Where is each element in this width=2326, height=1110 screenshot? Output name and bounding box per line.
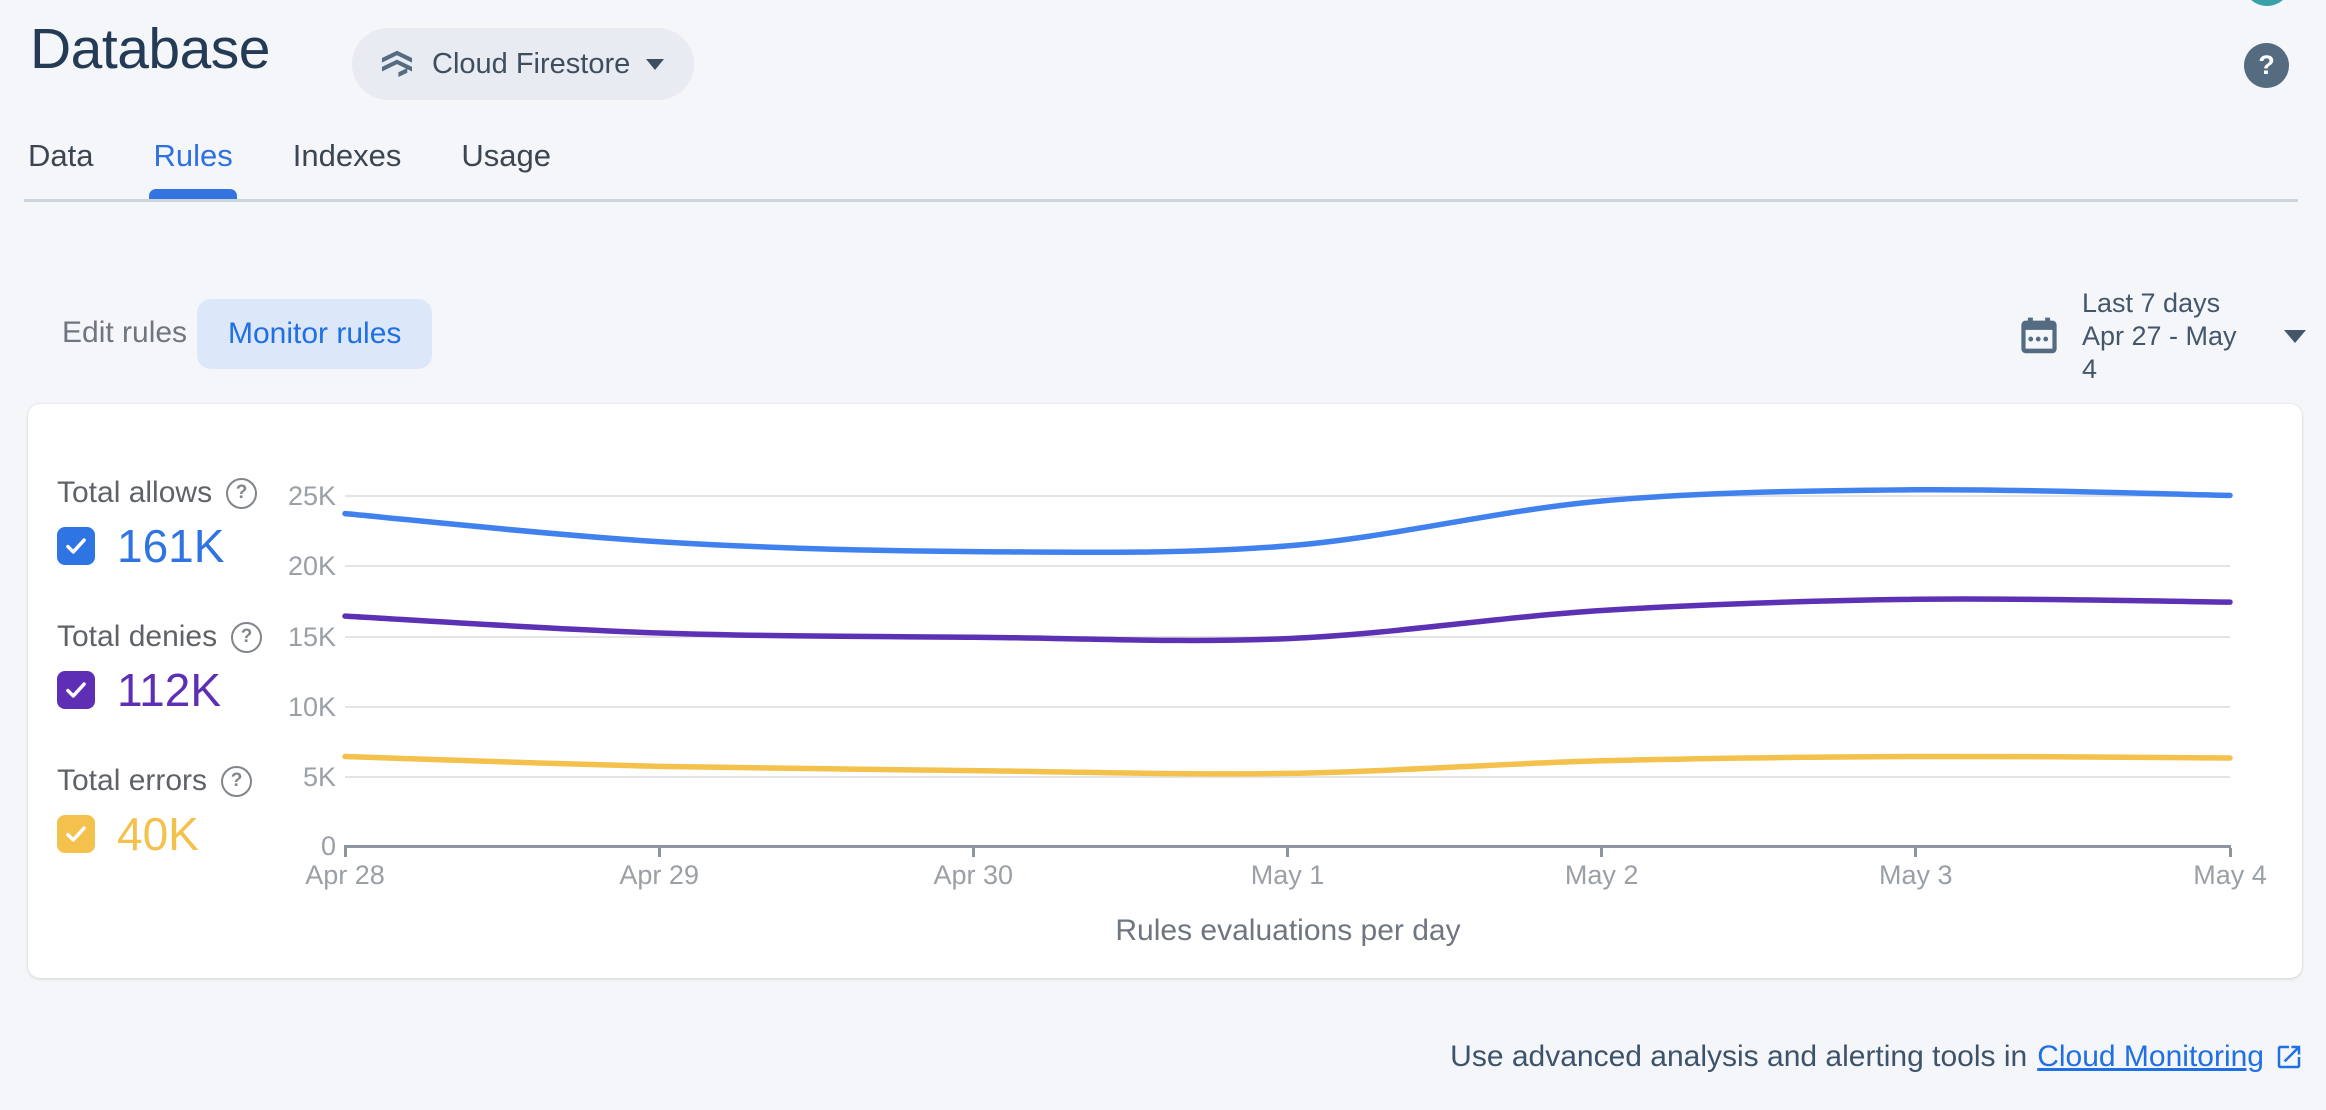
date-range-preset: Last 7 days <box>2082 287 2221 318</box>
footer-text: Use advanced analysis and alerting tools… <box>1450 1040 2028 1073</box>
help-icon[interactable]: ? <box>226 477 258 509</box>
errors-value: 40K <box>117 808 199 860</box>
rules-evaluations-line-chart <box>342 486 2233 777</box>
chevron-down-icon <box>2284 329 2306 343</box>
y-axis-label: 20K <box>287 551 336 581</box>
x-axis-label: Apr 30 <box>933 860 1014 890</box>
x-axis-label: May 4 <box>2193 860 2267 890</box>
allows-checkbox[interactable] <box>57 527 95 565</box>
x-axis-tick <box>343 848 347 857</box>
x-axis-label: May 1 <box>1250 860 1325 890</box>
x-axis-label: Apr 28 <box>305 860 385 890</box>
gridline-20k <box>345 565 2230 567</box>
y-axis-label: 15K <box>287 622 336 652</box>
tab-data[interactable]: Data <box>28 138 94 173</box>
gridline-25k <box>345 495 2230 497</box>
open-in-new-icon[interactable] <box>2274 1042 2304 1072</box>
date-range-text: Last 7 days Apr 27 - May 4 <box>2082 287 2258 386</box>
calendar-icon <box>2016 313 2062 359</box>
denies-value: 112K <box>117 664 222 716</box>
y-axis-label: 0 <box>320 831 336 861</box>
rules-monitor-card: Total allows ? 161K Total denies ? 112K <box>28 404 2302 978</box>
x-axis-label: May 3 <box>1879 860 1953 890</box>
firestore-icon <box>378 45 416 83</box>
checkmark-icon <box>63 533 89 559</box>
cloud-monitoring-link[interactable]: Cloud Monitoring <box>2037 1040 2264 1073</box>
date-range-dates: Apr 27 - May 4 <box>2082 320 2237 384</box>
tab-bar-divider <box>24 199 2298 202</box>
help-icon[interactable]: ? <box>231 621 263 653</box>
checkmark-icon <box>63 677 89 703</box>
help-icon[interactable]: ? <box>221 765 253 797</box>
chevron-down-icon <box>646 58 665 70</box>
legend-total-errors: Total errors ? 40K <box>57 764 253 861</box>
tab-usage[interactable]: Usage <box>461 138 551 173</box>
x-axis-label: Apr 29 <box>619 860 699 890</box>
chart-caption: Rules evaluations per day <box>1115 914 1461 947</box>
avatar[interactable] <box>2243 0 2291 6</box>
question-mark-icon: ? <box>2258 50 2275 80</box>
tab-rules[interactable]: Rules <box>149 138 237 202</box>
legend-total-allows: Total allows ? 161K <box>57 476 258 573</box>
legend-label: Total errors <box>57 764 208 797</box>
x-axis-tick <box>1600 848 1604 857</box>
allows-value: 161K <box>117 520 225 572</box>
y-axis-label: 10K <box>287 692 336 722</box>
gridline-10k <box>345 706 2230 708</box>
gridline-5k <box>345 776 2230 778</box>
y-axis-label: 5K <box>302 762 336 792</box>
tab-indexes[interactable]: Indexes <box>292 138 402 173</box>
x-axis-tick <box>1286 848 1289 857</box>
x-axis-tick <box>657 848 661 857</box>
date-range-selector[interactable]: Last 7 days Apr 27 - May 4 <box>2016 288 2306 384</box>
x-axis-label: May 2 <box>1564 860 1639 890</box>
tab-bar: Data Rules Indexes Usage <box>28 138 551 202</box>
x-axis-tick <box>1914 848 1918 857</box>
database-selector-label: Cloud Firestore <box>432 47 631 80</box>
legend-total-denies: Total denies ? 112K <box>57 620 263 717</box>
legend-label: Total denies <box>57 620 218 653</box>
database-selector-chip[interactable]: Cloud Firestore <box>352 28 695 100</box>
denies-checkbox[interactable] <box>57 671 95 709</box>
help-button[interactable]: ? <box>2244 43 2289 88</box>
checkmark-icon <box>63 821 89 847</box>
legend-label: Total allows <box>57 476 213 509</box>
errors-checkbox[interactable] <box>57 815 95 853</box>
x-axis-tick <box>971 848 975 857</box>
page-title: Database <box>30 17 271 81</box>
x-axis-tick <box>2228 848 2232 857</box>
footer-note: Use advanced analysis and alerting tools… <box>1450 1040 2304 1074</box>
y-axis-label: 25K <box>287 481 336 511</box>
monitor-rules-button[interactable]: Monitor rules <box>197 299 433 369</box>
edit-rules-button[interactable]: Edit rules <box>62 316 188 349</box>
active-tab-indicator <box>149 189 237 202</box>
x-axis-line <box>344 845 2231 848</box>
